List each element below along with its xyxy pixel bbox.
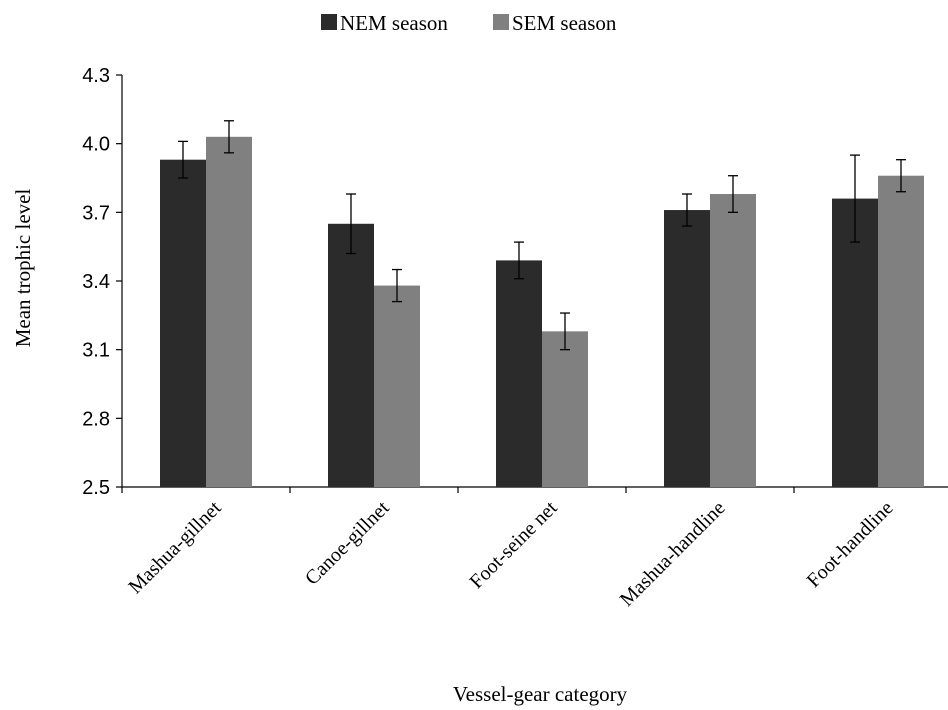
bar-nem (664, 210, 710, 488)
category-label: Mashua-gillnet (124, 497, 225, 598)
y-tick-label: 2.8 (82, 408, 110, 430)
y-tick-label: 3.1 (82, 340, 110, 362)
bar-nem (160, 159, 206, 487)
y-axis-title: Mean trophic level (11, 189, 35, 348)
x-axis-title: Vessel-gear category (453, 682, 628, 706)
legend-label-sem: SEM season (512, 11, 617, 35)
category-label: Foot-handline (803, 497, 898, 592)
bar-sem (878, 175, 924, 487)
category-label: Mashua-handline (616, 497, 730, 611)
y-tick-label: 3.4 (82, 271, 110, 293)
legend-swatch-sem (493, 14, 509, 30)
legend-label-nem: NEM season (340, 11, 448, 35)
x-ticks (121, 487, 795, 493)
legend: NEM season SEM season (321, 11, 617, 35)
y-tick-label: 3.7 (82, 202, 110, 224)
error-bars (178, 120, 906, 351)
category-label: Foot-seine net (465, 497, 561, 593)
legend-swatch-nem (321, 14, 337, 30)
y-tick-label: 4.0 (82, 134, 110, 156)
bar-sem (542, 331, 588, 487)
bars (160, 136, 924, 488)
bar-sem (710, 194, 756, 487)
y-tick-label: 4.3 (82, 65, 110, 87)
bar-nem (832, 198, 878, 487)
bar-sem (374, 285, 420, 487)
category-label: Canoe-gillnet (301, 497, 394, 590)
bar-nem (496, 260, 542, 487)
bar-sem (206, 136, 252, 488)
y-tick-label: 2.5 (82, 477, 110, 499)
bar-nem (328, 223, 374, 487)
category-labels: Mashua-gillnet Canoe-gillnet Foot-seine ne… (124, 497, 897, 611)
y-ticks: 2.5 2.8 3.1 3.4 3.7 4.0 4.3 (82, 65, 122, 499)
